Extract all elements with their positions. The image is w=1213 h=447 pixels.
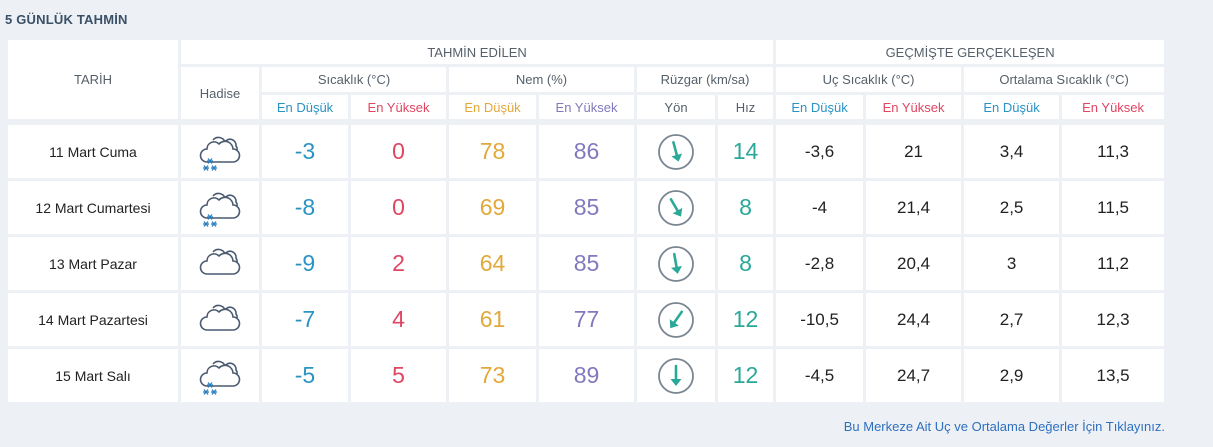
temp-high: 5: [351, 349, 446, 402]
header-tahmin-edilen: TAHMİN EDİLEN: [181, 40, 774, 64]
humidity-low: 73: [449, 349, 536, 402]
snow-cloud-icon: [195, 356, 245, 396]
humidity-low: 61: [449, 293, 536, 346]
temp-high: 0: [351, 125, 446, 178]
wind-direction-cell: [637, 181, 715, 234]
header-tarih: TARİH: [8, 40, 178, 119]
temp-high: 4: [351, 293, 446, 346]
temp-low: -5: [262, 349, 348, 402]
wind-direction-cell: [637, 349, 715, 402]
average-low: 2,7: [964, 293, 1060, 346]
extreme-high: 21: [866, 125, 962, 178]
humidity-high: 85: [539, 237, 634, 290]
subheader-temp-high: En Yüksek: [351, 95, 446, 119]
wind-direction-arrow-icon: [657, 245, 695, 283]
wind-direction-arrow-icon: [657, 301, 695, 339]
subheader-avg-high: En Yüksek: [1062, 95, 1165, 119]
cloud-icon: [195, 244, 245, 284]
forecast-table: TARİH TAHMİN EDİLEN GEÇMİŞTE GERÇEKLEŞEN…: [5, 37, 1167, 405]
humidity-low: 69: [449, 181, 536, 234]
snow-cloud-icon: [195, 132, 245, 172]
extreme-low: -10,5: [776, 293, 864, 346]
row-date: 13 Mart Pazar: [8, 237, 178, 290]
extreme-high: 20,4: [866, 237, 962, 290]
header-gecmiste-gerceklesen: GEÇMİŞTE GERÇEKLEŞEN: [776, 40, 1165, 64]
wind-speed: 12: [718, 349, 774, 402]
average-low: 2,9: [964, 349, 1060, 402]
humidity-high: 89: [539, 349, 634, 402]
weather-cell: [181, 181, 259, 234]
row-date: 14 Mart Pazartesi: [8, 293, 178, 346]
humidity-high: 86: [539, 125, 634, 178]
average-high: 11,2: [1062, 237, 1165, 290]
extreme-high: 24,7: [866, 349, 962, 402]
subheader-temp-low: En Düşük: [262, 95, 348, 119]
average-low: 2,5: [964, 181, 1060, 234]
header-ruzgar: Rüzgar (km/sa): [637, 67, 774, 92]
average-high: 11,5: [1062, 181, 1165, 234]
wind-direction-arrow-icon: [657, 133, 695, 171]
wind-direction-cell: [637, 237, 715, 290]
wind-speed: 8: [718, 181, 774, 234]
header-nem: Nem (%): [449, 67, 634, 92]
wind-speed: 12: [718, 293, 774, 346]
extreme-low: -4,5: [776, 349, 864, 402]
wind-direction-arrow-icon: [657, 189, 695, 227]
weather-cell: [181, 237, 259, 290]
header-ortalama-sicaklik: Ortalama Sıcaklık (°C): [964, 67, 1165, 92]
cloud-icon: [195, 300, 245, 340]
wind-speed: 8: [718, 237, 774, 290]
subheader-extreme-high: En Yüksek: [866, 95, 962, 119]
weather-cell: [181, 293, 259, 346]
humidity-high: 77: [539, 293, 634, 346]
extreme-high: 24,4: [866, 293, 962, 346]
section-title: 5 GÜNLÜK TAHMİN: [5, 12, 128, 27]
subheader-extreme-low: En Düşük: [776, 95, 864, 119]
temp-low: -3: [262, 125, 348, 178]
subheader-wind-dir: Yön: [637, 95, 715, 119]
humidity-high: 85: [539, 181, 634, 234]
wind-speed: 14: [718, 125, 774, 178]
row-date: 12 Mart Cumartesi: [8, 181, 178, 234]
average-low: 3,4: [964, 125, 1060, 178]
humidity-low: 64: [449, 237, 536, 290]
temp-low: -9: [262, 237, 348, 290]
table-row: 15 Mart Salı -5 5 73 89 12 -4,5 24,7 2,9…: [8, 349, 1165, 402]
average-low: 3: [964, 237, 1060, 290]
wind-direction-cell: [637, 125, 715, 178]
row-date: 11 Mart Cuma: [8, 125, 178, 178]
header-sicaklik: Sıcaklık (°C): [262, 67, 446, 92]
temp-low: -8: [262, 181, 348, 234]
subheader-hum-high: En Yüksek: [539, 95, 634, 119]
row-date: 15 Mart Salı: [8, 349, 178, 402]
table-row: 14 Mart Pazartesi -7 4 61 77 12 -10,5 24…: [8, 293, 1165, 346]
weather-cell: [181, 125, 259, 178]
wind-direction-arrow-icon: [657, 357, 695, 395]
subheader-avg-low: En Düşük: [964, 95, 1060, 119]
snow-cloud-icon: [195, 188, 245, 228]
header-uc-sicaklik: Uç Sıcaklık (°C): [776, 67, 962, 92]
humidity-low: 78: [449, 125, 536, 178]
temp-low: -7: [262, 293, 348, 346]
average-high: 13,5: [1062, 349, 1165, 402]
extreme-low: -4: [776, 181, 864, 234]
extreme-low: -3,6: [776, 125, 864, 178]
header-hadise: Hadise: [181, 67, 259, 119]
temp-high: 2: [351, 237, 446, 290]
extreme-low: -2,8: [776, 237, 864, 290]
table-row: 12 Mart Cumartesi -8 0 69 85 8 -4 21,4 2…: [8, 181, 1165, 234]
averages-link[interactable]: Bu Merkeze Ait Uç ve Ortalama Değerler İ…: [843, 419, 1165, 434]
subheader-hum-low: En Düşük: [449, 95, 536, 119]
extreme-high: 21,4: [866, 181, 962, 234]
subheader-wind-speed: Hız: [718, 95, 774, 119]
weather-cell: [181, 349, 259, 402]
table-row: 11 Mart Cuma -3 0 78 86 14 -3,6 21 3,4 1…: [8, 125, 1165, 178]
wind-direction-cell: [637, 293, 715, 346]
table-row: 13 Mart Pazar -9 2 64 85 8 -2,8 20,4 3 1…: [8, 237, 1165, 290]
temp-high: 0: [351, 181, 446, 234]
average-high: 12,3: [1062, 293, 1165, 346]
average-high: 11,3: [1062, 125, 1165, 178]
